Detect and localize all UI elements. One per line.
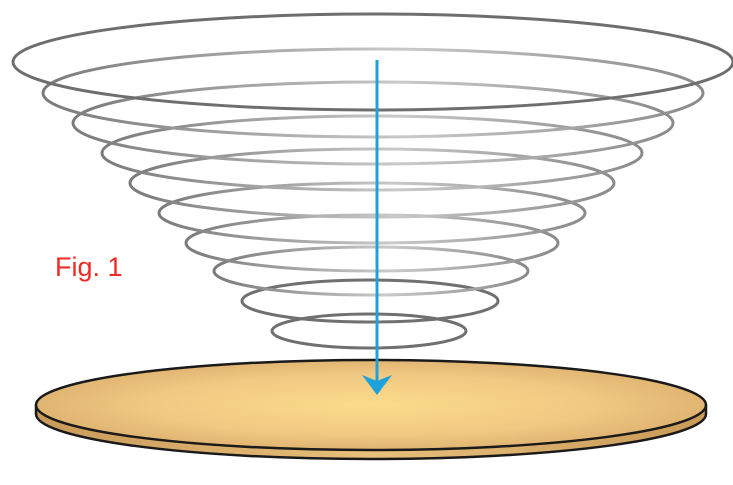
vortex-ring [11,12,733,112]
vortex-ring [100,114,644,192]
vortex-ring [41,47,705,139]
vortex-ring [212,245,530,297]
vortex-ring [270,312,468,350]
vortex-ring [71,80,675,166]
figure-label: Fig. 1 [55,252,123,282]
vortex-ring [240,278,500,324]
plate-top [34,358,708,452]
vortex-rings [11,12,733,350]
vortex-ring [184,213,560,273]
vortex-ring [128,147,616,219]
down-arrow-icon [362,60,392,395]
plate [34,358,708,461]
vortex-ring [157,181,587,245]
